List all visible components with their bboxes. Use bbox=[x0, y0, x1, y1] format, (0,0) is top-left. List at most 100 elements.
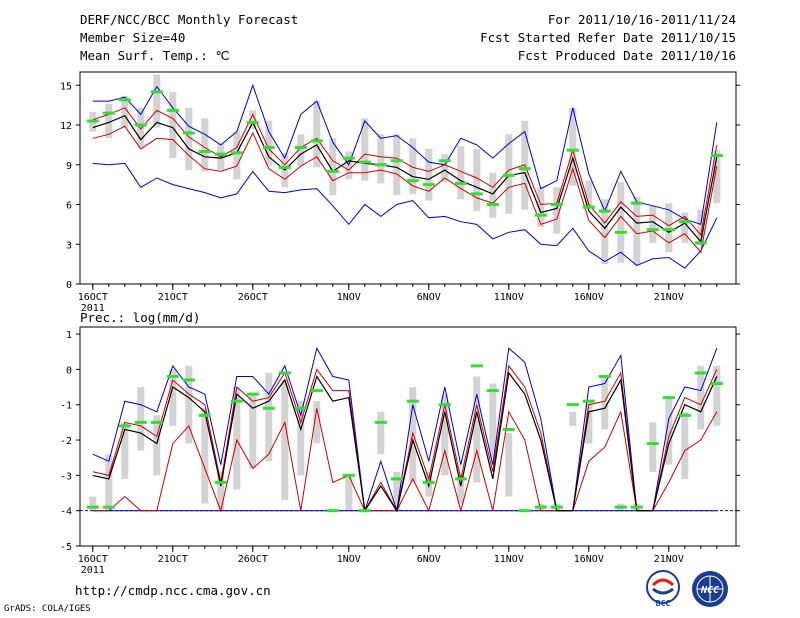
member-range-bar bbox=[345, 475, 353, 511]
y-tick-label: -3 bbox=[60, 471, 72, 482]
member-range-bar bbox=[249, 110, 257, 129]
median-marker bbox=[374, 163, 387, 167]
median-marker bbox=[582, 205, 595, 209]
grads-credit: GrADS: COLA/IGES bbox=[4, 604, 91, 614]
bcc-logo-text: BCC bbox=[656, 599, 671, 608]
member-range-bar bbox=[489, 172, 497, 218]
median-marker bbox=[326, 509, 339, 513]
median-marker bbox=[694, 241, 707, 245]
median-marker bbox=[406, 399, 419, 403]
median-marker bbox=[102, 111, 115, 115]
bcc-logo: BCC bbox=[646, 570, 680, 608]
median-marker bbox=[310, 389, 323, 393]
median-marker bbox=[422, 480, 435, 484]
member-range-bar bbox=[441, 394, 449, 476]
x-tick-label: 16NOV bbox=[574, 292, 604, 303]
median-marker bbox=[678, 413, 691, 417]
median-marker bbox=[630, 505, 643, 509]
median-marker bbox=[518, 509, 531, 513]
member-range-bar bbox=[569, 411, 577, 426]
member-range-bar bbox=[233, 131, 241, 180]
median-marker bbox=[566, 148, 579, 152]
median-marker bbox=[230, 151, 243, 155]
member-range-bar bbox=[201, 408, 209, 504]
member-range-bar bbox=[249, 394, 257, 469]
x-year-label: 2011 bbox=[81, 565, 105, 576]
median-marker bbox=[406, 179, 419, 183]
median-marker bbox=[198, 413, 211, 417]
median-marker bbox=[662, 396, 675, 400]
median-marker bbox=[710, 382, 723, 386]
ensemble-max-line bbox=[92, 346, 718, 512]
member-range-bar bbox=[313, 401, 321, 444]
start-date: Fcst Started Refer Date 2011/10/15 bbox=[480, 30, 736, 45]
median-marker bbox=[486, 203, 499, 206]
median-marker bbox=[182, 378, 195, 382]
member-range-bar bbox=[377, 134, 385, 184]
x-tick-label: 21OCT bbox=[158, 292, 188, 303]
upper-spread-line bbox=[92, 107, 718, 237]
x-tick-label: 21OCT bbox=[158, 554, 188, 565]
member-range-bar bbox=[201, 118, 209, 172]
median-marker bbox=[454, 477, 467, 481]
median-marker bbox=[150, 420, 163, 424]
median-marker bbox=[342, 473, 355, 477]
temperature-panel: 0 3 6 9 12 15 16OCT 21OCT 26OCT 1NOV 6NOV 11NOV 16NO… bbox=[60, 71, 740, 314]
footer-url[interactable]: http://cmdp.ncc.cma.gov.cn bbox=[75, 583, 271, 598]
x-tick-label: 16NOV bbox=[574, 554, 604, 565]
median-marker bbox=[166, 108, 179, 112]
median-marker bbox=[550, 505, 563, 509]
median-marker bbox=[646, 228, 659, 232]
median-marker bbox=[614, 230, 627, 234]
y-tick-label: 1 bbox=[66, 330, 72, 341]
member-range-bar bbox=[713, 150, 721, 204]
median-marker bbox=[198, 150, 211, 153]
y-tick-label: -5 bbox=[60, 542, 72, 553]
member-range-bar bbox=[537, 187, 545, 228]
precipitation-panel: -5 -4 -3 -2 -1 0 1 16OCT 21OCT 26OCT 1NOV 6NOV 11NOV… bbox=[60, 326, 740, 576]
member-range-bar bbox=[297, 401, 305, 476]
member-range-bar bbox=[297, 134, 305, 167]
median-marker bbox=[262, 406, 275, 410]
member-range-bar bbox=[137, 107, 145, 148]
median-marker bbox=[502, 427, 515, 431]
member-range-bar bbox=[505, 432, 513, 497]
member-range-bar bbox=[585, 180, 593, 208]
plot-frame bbox=[79, 71, 737, 285]
median-marker bbox=[662, 228, 675, 232]
y-tick-label: 6 bbox=[66, 201, 72, 212]
median-marker bbox=[390, 477, 403, 481]
plot-frame bbox=[79, 326, 737, 547]
median-marker bbox=[550, 203, 563, 206]
median-marker bbox=[422, 183, 435, 187]
x-tick-label: 6NOV bbox=[417, 554, 441, 565]
median-marker bbox=[614, 505, 627, 509]
median-marker bbox=[246, 392, 259, 396]
median-marker bbox=[166, 374, 179, 378]
member-range-bar bbox=[617, 181, 625, 263]
member-range-bar bbox=[281, 379, 289, 501]
precip-title: Prec.: log(mm/d) bbox=[80, 310, 200, 325]
member-range-bar bbox=[233, 387, 241, 490]
median-marker bbox=[118, 98, 131, 102]
member-range-bar bbox=[105, 103, 113, 139]
member-range-bar bbox=[153, 74, 161, 128]
member-range-bar bbox=[633, 196, 641, 266]
median-marker bbox=[710, 153, 723, 157]
median-marker bbox=[438, 403, 451, 407]
x-tick-label: 26OCT bbox=[238, 554, 268, 565]
median-marker bbox=[214, 152, 227, 156]
x-tick-label: 21NOV bbox=[654, 554, 684, 565]
median-marker bbox=[566, 403, 579, 407]
median-marker bbox=[694, 371, 707, 375]
x-tick-label: 1NOV bbox=[337, 292, 361, 303]
member-range-bar bbox=[473, 376, 481, 483]
member-range-bar bbox=[121, 422, 129, 479]
median-marker bbox=[230, 399, 243, 403]
median-marker bbox=[678, 220, 691, 224]
member-range-bar bbox=[697, 209, 705, 246]
median-marker bbox=[470, 364, 483, 368]
member-range-bar bbox=[665, 397, 673, 465]
median-marker bbox=[134, 123, 147, 127]
lower-spread-line bbox=[92, 125, 718, 254]
